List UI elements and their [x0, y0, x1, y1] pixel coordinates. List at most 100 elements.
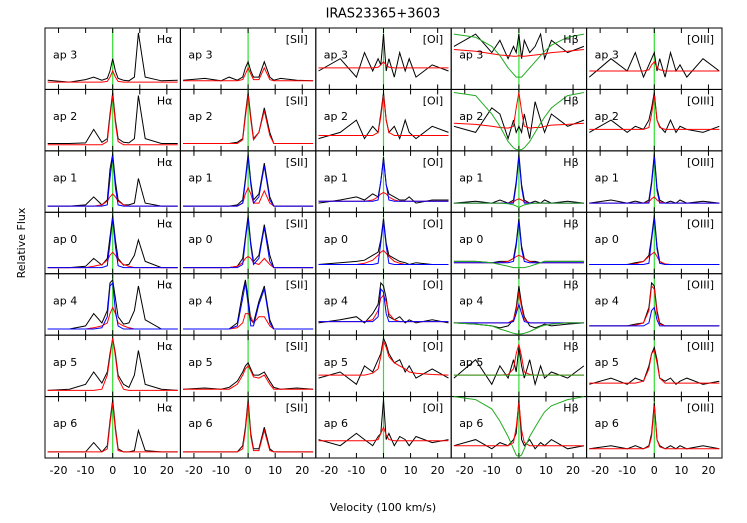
spectrum-line: [183, 402, 314, 453]
spectrum-line: [318, 339, 449, 376]
spectrum-line: [453, 92, 584, 151]
spectrum-line: [589, 405, 720, 450]
x-tick-label: -10: [212, 464, 230, 477]
line-label: Hβ: [563, 217, 578, 230]
y-axis-label: Relative Flux: [15, 207, 28, 278]
aperture-label: ap 3: [53, 49, 77, 62]
line-label: Hα: [157, 340, 173, 353]
spectrum-line: [589, 345, 720, 385]
line-label: [SII]: [286, 33, 308, 46]
aperture-label: ap 6: [595, 417, 619, 430]
line-label: [OI]: [423, 156, 444, 169]
x-tick-label: 10: [133, 464, 147, 477]
spectrum-line: [183, 361, 314, 390]
line-label: [SII]: [286, 94, 308, 107]
spectrum-line: [589, 306, 720, 327]
spectrum-line: [453, 322, 584, 335]
spectrum-line: [453, 399, 584, 450]
spectrum-line: [47, 281, 178, 330]
aperture-label: ap 1: [595, 172, 619, 185]
x-tick-label: 10: [268, 464, 282, 477]
spectrum-line: [453, 260, 584, 269]
x-tick-label: -20: [50, 464, 68, 477]
x-tick-label: -10: [483, 464, 501, 477]
spectrum-line: [47, 155, 178, 207]
aperture-label: ap 4: [459, 294, 483, 307]
line-label: [SII]: [286, 402, 308, 415]
aperture-label: ap 0: [324, 233, 348, 246]
line-label: Hα: [157, 279, 173, 292]
line-label: [SII]: [286, 217, 308, 230]
line-label: [SII]: [286, 340, 308, 353]
x-tick-label: 20: [295, 464, 309, 477]
spectrum-line: [183, 365, 314, 390]
spectrum-line: [318, 336, 449, 386]
line-label: Hβ: [563, 33, 578, 46]
aperture-label: ap 1: [324, 172, 348, 185]
line-label: [OI]: [423, 279, 444, 292]
line-label: [OIII]: [687, 402, 714, 415]
x-tick-label: 10: [674, 464, 688, 477]
spectrum-line: [453, 202, 584, 208]
x-tick-label: 0: [515, 464, 522, 477]
spectrum-line: [318, 95, 449, 136]
spectrum-line: [318, 425, 449, 442]
aperture-label: ap 2: [459, 110, 483, 123]
x-tick-label: -10: [77, 464, 95, 477]
spectrum-line: [183, 218, 314, 269]
spectrum-line: [318, 221, 449, 265]
aperture-label: ap 4: [53, 294, 77, 307]
x-tick-label: 0: [380, 464, 387, 477]
line-label: [OIII]: [687, 33, 714, 46]
spectrum-line: [318, 399, 449, 447]
aperture-label: ap 0: [53, 233, 77, 246]
x-tick-label: 10: [539, 464, 553, 477]
spectrum-line: [183, 156, 314, 207]
spectrum-line: [318, 61, 449, 69]
spectrum-line: [47, 32, 178, 83]
line-label: [OI]: [423, 217, 444, 230]
line-label: Hα: [157, 156, 173, 169]
line-label: Hα: [157, 94, 173, 107]
x-tick-label: 10: [404, 464, 418, 477]
line-label: Hβ: [563, 279, 578, 292]
x-tick-label: 20: [701, 464, 715, 477]
aperture-label: ap 5: [53, 356, 77, 369]
aperture-label: ap 6: [459, 417, 483, 430]
aperture-label: ap 4: [324, 294, 348, 307]
spectrum-line: [453, 402, 584, 447]
aperture-label: ap 6: [188, 417, 212, 430]
spectrum-line: [47, 402, 178, 453]
line-label: [OIII]: [687, 279, 714, 292]
x-tick-label: -20: [591, 464, 609, 477]
x-tick-label: 20: [566, 464, 580, 477]
spectrum-line: [183, 66, 314, 82]
spectrum-line: [588, 50, 720, 79]
spectrum-line: [589, 218, 720, 265]
aperture-label: ap 0: [459, 233, 483, 246]
aperture-label: ap 4: [595, 294, 619, 307]
aperture-label: ap 2: [53, 110, 77, 123]
spectrum-line: [47, 215, 178, 269]
spectrum-line: [47, 69, 178, 83]
aperture-label: ap 5: [595, 356, 619, 369]
spectrum-line: [589, 60, 720, 72]
x-tick-label: -10: [618, 464, 636, 477]
x-tick-label: -10: [347, 464, 365, 477]
aperture-label: ap 4: [188, 294, 212, 307]
x-axis-label: Velocity (100 km/s): [330, 501, 436, 514]
line-label: Hα: [157, 217, 173, 230]
spectrum-line: [589, 349, 720, 384]
spectrum-line: [453, 221, 584, 264]
x-tick-label: 0: [651, 464, 658, 477]
spectrum-line: [453, 33, 584, 78]
spectrum-line: [453, 92, 584, 129]
spectrum-line: [47, 278, 178, 330]
spectrum-line: [453, 32, 585, 61]
spectrum-line: [453, 302, 584, 324]
aperture-label: ap 6: [324, 417, 348, 430]
aperture-label: ap 2: [324, 110, 348, 123]
line-label: [OIII]: [687, 217, 714, 230]
spectrum-line: [47, 95, 178, 146]
